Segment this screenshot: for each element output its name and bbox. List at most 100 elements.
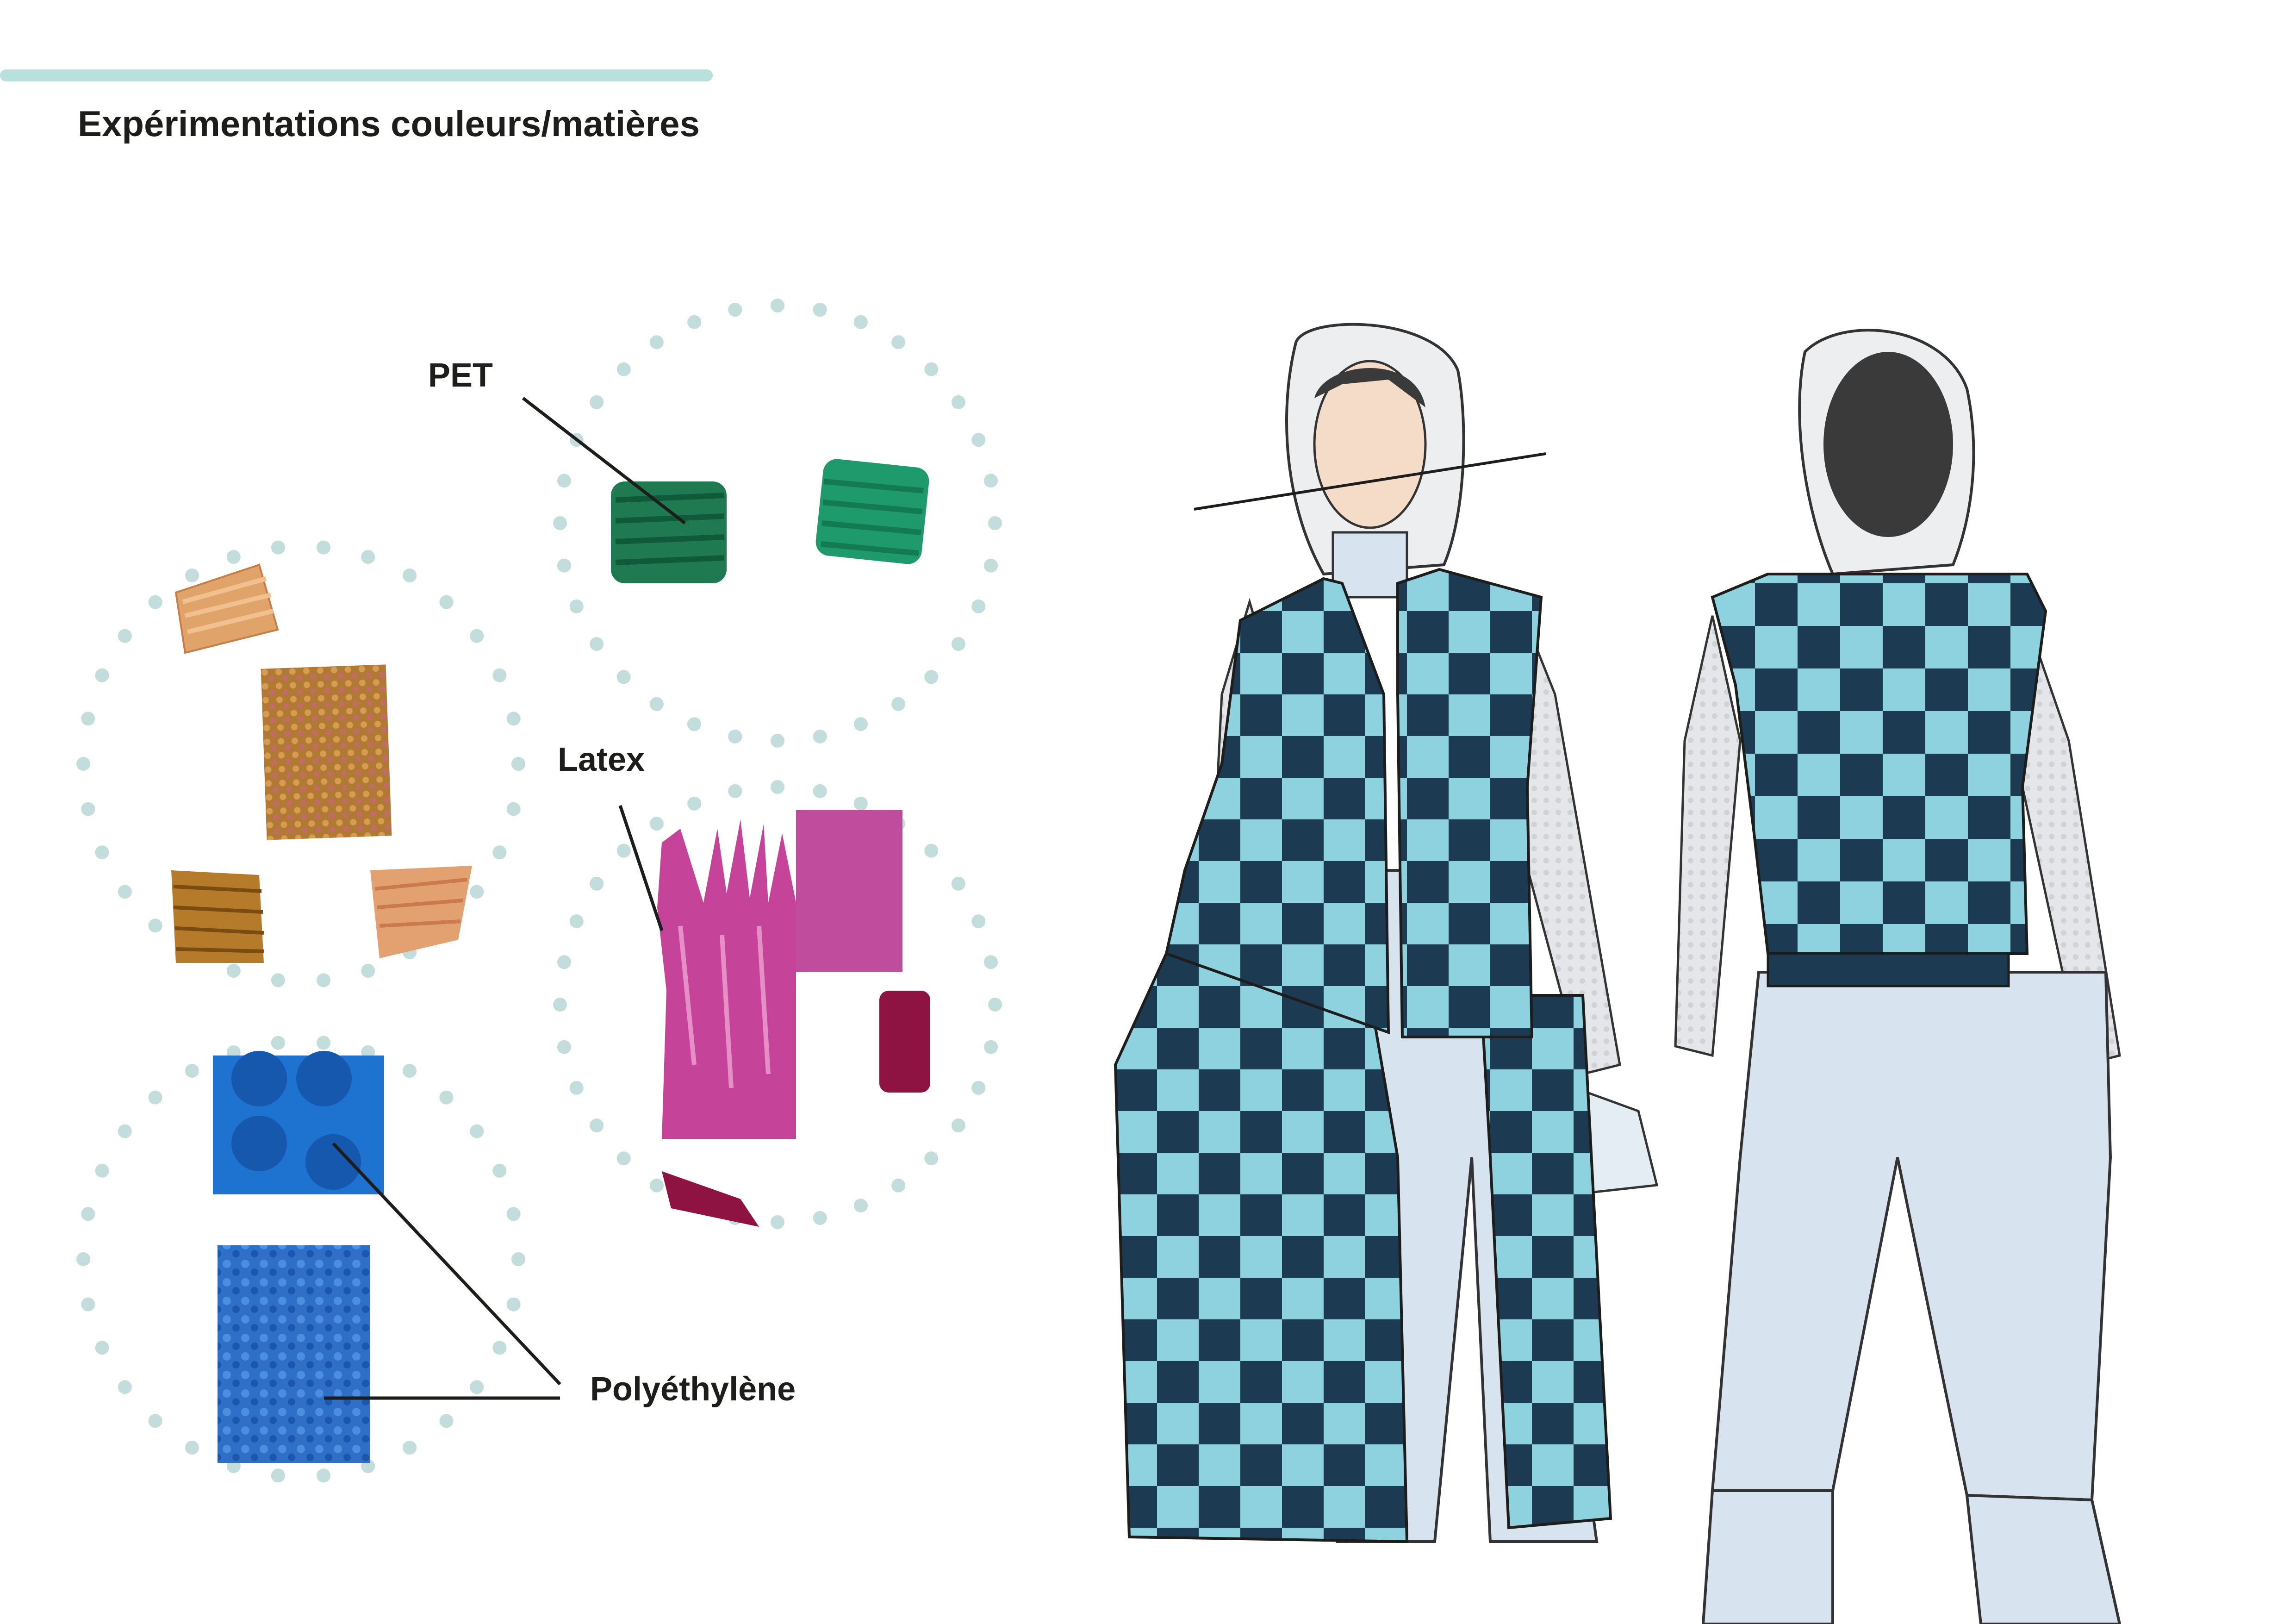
back-view-figure <box>1674 329 2122 1624</box>
decorative-dot <box>728 784 742 798</box>
label-polyethylene: Polyéthylène <box>590 1371 796 1408</box>
decorative-dot <box>492 668 507 682</box>
dotted-circle-latex <box>553 780 1002 1229</box>
decorative-dot <box>924 362 939 376</box>
decorative-dot <box>813 784 827 798</box>
decorative-dot <box>317 1468 331 1483</box>
decorative-dot <box>81 1207 95 1221</box>
dotted-circle-polyethylene <box>76 1036 525 1483</box>
label-pet: PET <box>428 357 493 394</box>
decorative-dot <box>951 1118 965 1133</box>
decorative-dot <box>984 1040 998 1054</box>
decorative-dot <box>95 668 109 682</box>
decorative-dot <box>728 730 742 743</box>
decorative-dot <box>470 1380 484 1394</box>
decorative-dot <box>470 885 484 899</box>
decorative-dot <box>984 955 998 969</box>
decorative-dot <box>403 568 417 582</box>
decorative-dot <box>470 1124 484 1138</box>
decorative-dot <box>118 1380 132 1394</box>
decorative-dot <box>148 595 162 609</box>
decorative-dot <box>813 1211 827 1225</box>
decorative-dot <box>148 1414 162 1428</box>
decorative-dot <box>891 1178 906 1193</box>
decorative-dot <box>569 599 584 613</box>
decorative-dot <box>557 1040 571 1054</box>
decorative-dot <box>118 885 132 899</box>
latex-samples <box>657 810 930 1227</box>
decorative-dot <box>492 1341 507 1355</box>
decorative-dot <box>185 1064 199 1078</box>
decorative-dot <box>317 1036 331 1050</box>
decorative-dot <box>569 1081 584 1095</box>
decorative-dot <box>771 299 784 312</box>
decorative-dot <box>616 362 631 376</box>
decorative-dot <box>616 670 631 684</box>
page-title: Expérimentations couleurs/matières <box>78 103 700 144</box>
accent-bar <box>0 69 713 81</box>
decorative-dot <box>118 1124 132 1138</box>
decorative-dot <box>687 717 702 731</box>
decorative-dot <box>185 568 199 582</box>
decorative-dot <box>95 1163 109 1178</box>
decorative-dot <box>492 845 507 860</box>
decorative-dot <box>403 1064 417 1078</box>
decorative-dot <box>361 550 375 564</box>
decorative-dot <box>649 817 664 831</box>
decorative-dot <box>853 315 868 329</box>
decorative-dot <box>271 540 285 555</box>
decorative-dot <box>271 1036 285 1050</box>
decorative-dot <box>506 802 521 816</box>
decorative-dot <box>590 395 604 409</box>
decorative-dot <box>813 303 827 317</box>
decorative-dot <box>557 955 571 969</box>
decorative-dot <box>924 843 939 858</box>
decorative-dot <box>988 998 1002 1012</box>
decorative-dot <box>984 474 998 488</box>
decorative-dot <box>492 1163 507 1178</box>
decorative-dot <box>271 973 285 987</box>
decorative-dot <box>148 918 162 933</box>
decorative-dot <box>148 1090 162 1105</box>
copper-samples <box>171 563 472 963</box>
decorative-dot <box>891 335 906 350</box>
polyethylene-samples <box>213 1051 384 1463</box>
decorative-dot <box>76 757 90 771</box>
decorative-dot <box>403 1441 417 1455</box>
decorative-dot <box>924 1151 939 1166</box>
decorative-dot <box>553 998 567 1012</box>
decorative-dot <box>971 599 986 613</box>
decorative-dot <box>771 1215 784 1229</box>
decorative-dot <box>590 637 604 651</box>
decorative-dot <box>590 876 604 891</box>
decorative-dot <box>616 843 631 858</box>
decorative-dot <box>771 780 784 794</box>
decorative-dot <box>649 335 664 350</box>
decorative-dot <box>439 1414 454 1428</box>
decorative-dot <box>971 914 986 929</box>
pet-samples <box>611 459 929 583</box>
leader-lines <box>324 397 686 1400</box>
decorative-dot <box>553 516 567 530</box>
decorative-dot <box>81 1297 95 1312</box>
decorative-dot <box>971 1081 986 1095</box>
decorative-dot <box>317 973 331 987</box>
decorative-dot <box>81 802 95 816</box>
decorative-dot <box>557 558 571 573</box>
decorative-dot <box>649 1178 664 1193</box>
decorative-dot <box>616 1151 631 1166</box>
decorative-dot <box>924 670 939 684</box>
decorative-dot <box>271 1468 285 1483</box>
label-latex: Latex <box>558 741 645 778</box>
decorative-dot <box>853 796 868 811</box>
decorative-dot <box>506 1297 521 1312</box>
decorative-dot <box>687 796 702 811</box>
decorative-dot <box>226 550 241 564</box>
decorative-dot <box>569 914 584 929</box>
decorative-dot <box>951 395 965 409</box>
decorative-dot <box>590 1118 604 1133</box>
decorative-dot <box>439 1090 454 1105</box>
decorative-dot <box>439 595 454 609</box>
